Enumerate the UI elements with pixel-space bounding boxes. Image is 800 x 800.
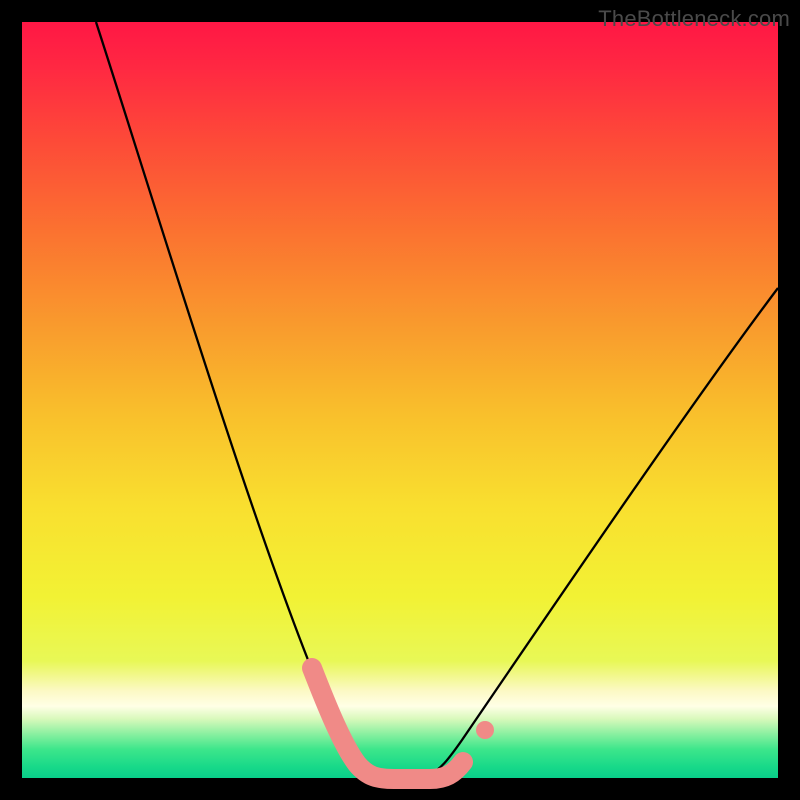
chart-root: TheBottleneck.com (0, 0, 800, 800)
watermark-text: TheBottleneck.com (598, 6, 790, 32)
highlight-worm-dot (476, 721, 494, 739)
plot-area (22, 22, 778, 778)
chart-svg (0, 0, 800, 800)
